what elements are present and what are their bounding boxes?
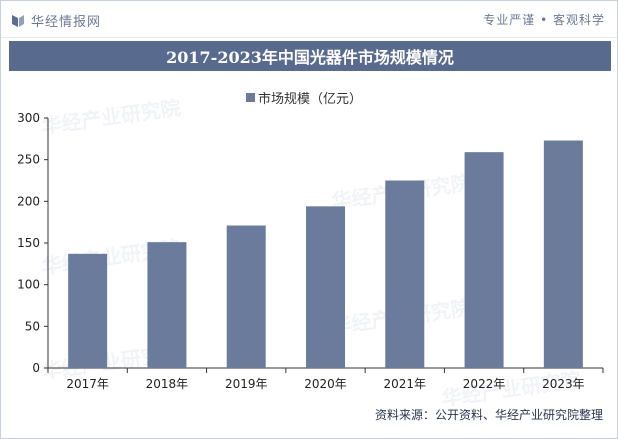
x-tick-label: 2017年 (66, 377, 109, 391)
x-tick-label: 2020年 (304, 377, 347, 391)
x-tick-label: 2022年 (463, 377, 506, 391)
x-tick-label: 2023年 (542, 377, 585, 391)
y-tick-label: 50 (25, 319, 40, 333)
logo-text: 华经情报网 (31, 15, 102, 30)
bar (306, 206, 345, 368)
y-tick-label: 250 (17, 153, 40, 167)
bar (68, 253, 108, 368)
slogan: 专业严谨 • 客观科学 (483, 13, 605, 27)
x-tick-label: 2019年 (225, 377, 268, 391)
y-tick-label: 200 (17, 194, 40, 208)
x-tick-label: 2021年 (384, 377, 427, 391)
y-tick-label: 100 (17, 278, 40, 292)
x-tick-label: 2018年 (146, 377, 189, 391)
header-bar: 华经情报网 专业严谨 • 客观科学 (1, 1, 617, 38)
bar (543, 140, 583, 368)
y-tick-label: 300 (17, 111, 40, 125)
legend-label: 市场规模（亿元） (258, 92, 363, 107)
bar (147, 242, 187, 368)
source-note: 资料来源：公开资料、华经产业研究院整理 (374, 408, 603, 422)
legend: 市场规模（亿元） (246, 88, 362, 107)
logo-icon (12, 15, 24, 27)
chart-title: 2017-2023年中国光器件市场规模情况 (9, 41, 611, 71)
bar (464, 152, 504, 368)
y-tick-label: 150 (17, 236, 40, 250)
legend-swatch (246, 93, 255, 102)
bar (226, 225, 266, 368)
bar (385, 180, 425, 368)
y-tick-label: 0 (32, 361, 40, 375)
